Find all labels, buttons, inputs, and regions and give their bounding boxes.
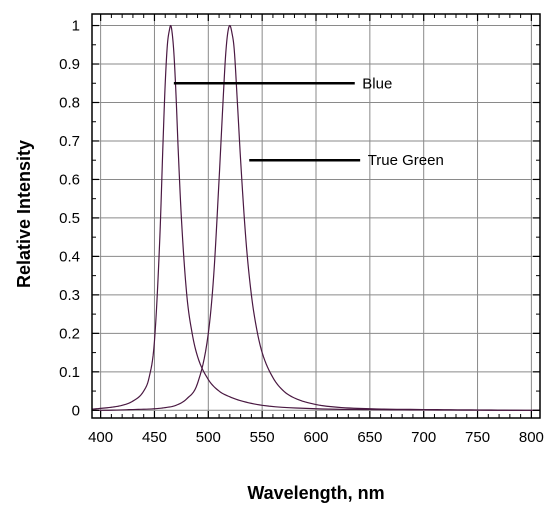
y-tick-label: 0.3 <box>59 287 80 304</box>
grid <box>92 14 540 418</box>
tick-labels: 400 450 500 550 600 650 700 750 800 0 0.1 0.2 0.3 0.4… <box>59 18 544 446</box>
x-tick-label: 700 <box>411 429 436 446</box>
y-tick-label: 0.1 <box>59 364 80 381</box>
x-axis-title: Wavelength, nm <box>247 483 384 503</box>
y-tick-label: 0.7 <box>59 133 80 150</box>
y-tick-label: 0.8 <box>59 94 80 111</box>
y-tick-label: 0.6 <box>59 171 80 188</box>
x-tick-label: 650 <box>357 429 382 446</box>
x-tick-label: 400 <box>88 429 113 446</box>
y-tick-label: 0.9 <box>59 56 80 73</box>
annotation-label-blue: Blue <box>362 75 392 92</box>
x-tick-label: 800 <box>519 429 544 446</box>
y-tick-label: 0.4 <box>59 248 80 265</box>
y-tick-label: 0 <box>72 402 80 419</box>
x-tick-label: 750 <box>465 429 490 446</box>
x-tick-label: 600 <box>303 429 328 446</box>
y-tick-label: 1 <box>72 18 80 35</box>
series-lines <box>91 24 540 411</box>
y-tick-label: 0.2 <box>59 325 80 342</box>
y-axis-title: Relative Intensity <box>14 140 34 288</box>
series-line-true-green <box>92 24 540 411</box>
series-line-blue <box>91 24 540 411</box>
x-tick-label: 500 <box>196 429 221 446</box>
ticks <box>92 14 540 418</box>
x-tick-label: 450 <box>142 429 167 446</box>
y-tick-label: 0.5 <box>59 210 80 227</box>
annotation-label-true-green: True Green <box>368 152 444 169</box>
x-tick-label: 550 <box>250 429 275 446</box>
annotations: Blue True Green <box>173 75 444 169</box>
